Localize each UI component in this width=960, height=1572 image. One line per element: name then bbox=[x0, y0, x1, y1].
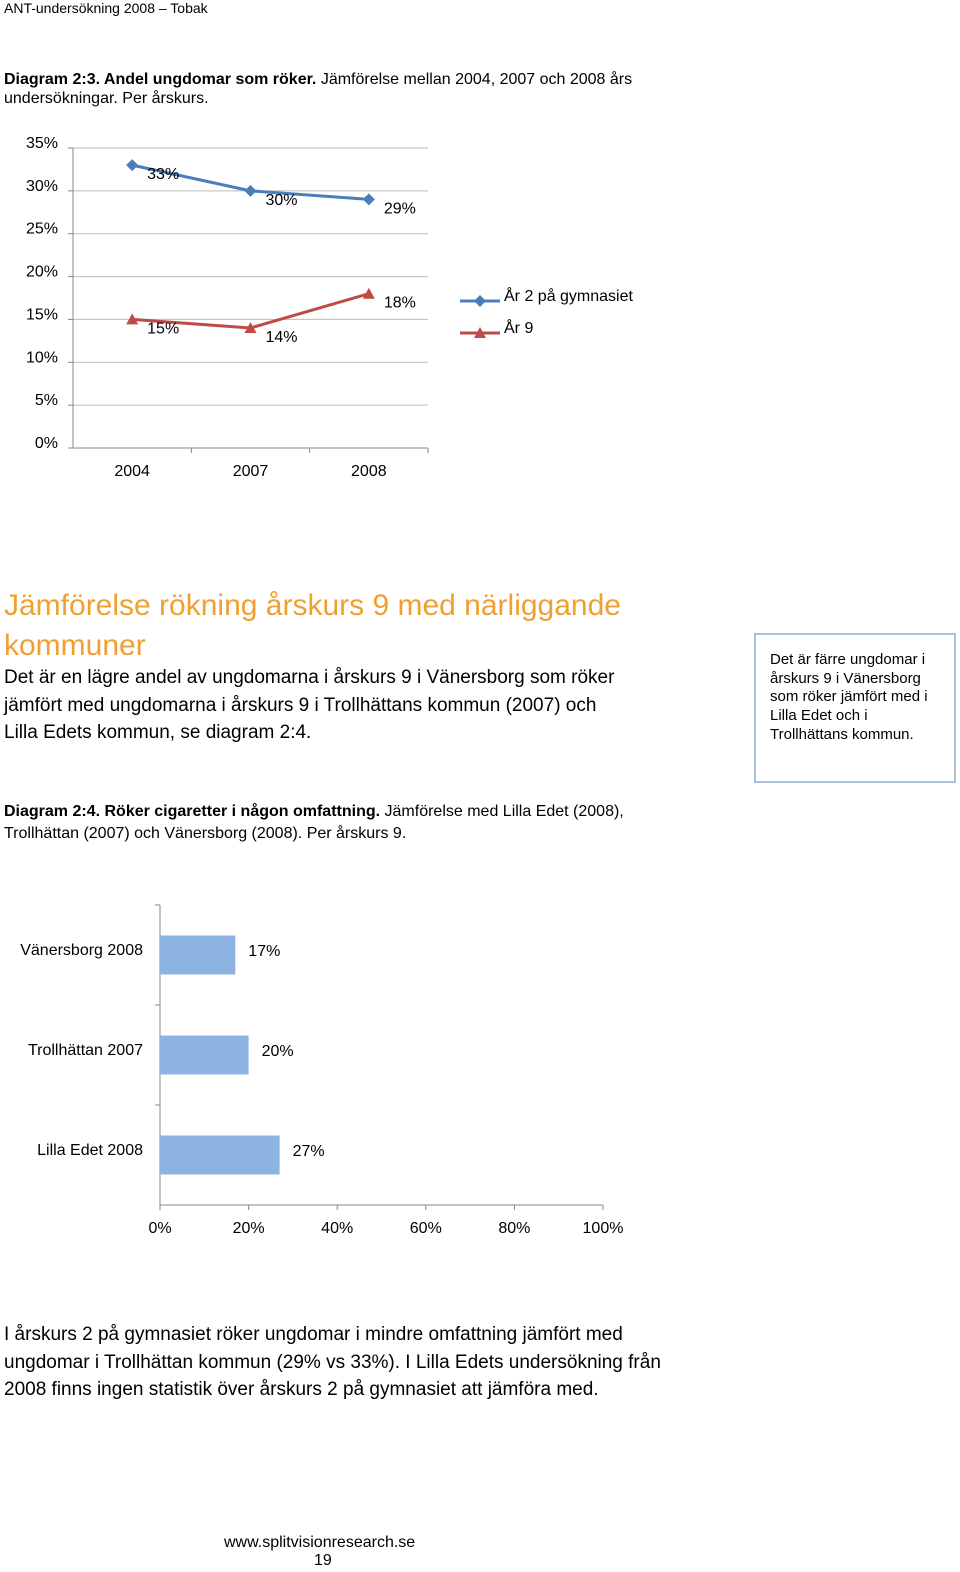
data-label: 20% bbox=[262, 1043, 294, 1060]
y-tick-label: 15% bbox=[26, 306, 58, 323]
caption-text: Jämförelse med Lilla Edet (2008), Trollh… bbox=[4, 803, 624, 842]
data-label: 30% bbox=[265, 192, 297, 209]
x-tick-label: 2004 bbox=[114, 463, 150, 480]
x-tick-label: 60% bbox=[410, 1220, 442, 1237]
point bbox=[362, 287, 375, 299]
header: ANT-undersökning 2008 – Tobak bbox=[4, 0, 208, 16]
x-tick-label: 40% bbox=[321, 1220, 353, 1237]
legend-label: År 2 på gymnasiet bbox=[504, 286, 634, 305]
data-label: 17% bbox=[248, 943, 280, 960]
x-tick-label: 80% bbox=[498, 1220, 530, 1237]
y-tick-label: Vänersborg 2008 bbox=[20, 942, 143, 959]
y-tick-label: Lilla Edet 2008 bbox=[37, 1142, 143, 1159]
point bbox=[244, 184, 257, 197]
legend-label: År 9 bbox=[504, 318, 533, 337]
y-tick-label: 25% bbox=[26, 221, 58, 238]
page-number: 19 bbox=[314, 1552, 332, 1569]
heading: Jämförelse rökning årskurs 9 med närligg… bbox=[4, 589, 621, 662]
bar bbox=[160, 1135, 280, 1175]
x-tick-label: 20% bbox=[233, 1220, 265, 1237]
caption: Diagram 2:3. Andel ungdomar som röker. J… bbox=[4, 70, 644, 108]
y-tick-label: 35% bbox=[26, 135, 58, 152]
bar bbox=[160, 935, 236, 975]
x-tick-label: 2007 bbox=[233, 463, 269, 480]
y-tick-label: 20% bbox=[26, 264, 58, 281]
point bbox=[362, 193, 375, 206]
y-tick-label: 30% bbox=[26, 178, 58, 195]
y-tick-label: 5% bbox=[35, 392, 58, 409]
point bbox=[126, 159, 139, 172]
x-tick-label: 0% bbox=[148, 1220, 171, 1237]
data-label: 33% bbox=[147, 166, 179, 183]
bar bbox=[160, 1035, 249, 1075]
x-tick-label: 100% bbox=[583, 1220, 624, 1237]
paragraph: Det är en lägre andel av ungdomarna i år… bbox=[4, 667, 615, 743]
y-tick-label: 0% bbox=[35, 435, 58, 452]
footer-url: www.splitvisionresearch.se bbox=[224, 1534, 416, 1551]
point bbox=[126, 313, 139, 325]
data-label: 15% bbox=[147, 320, 179, 337]
y-tick-label: 10% bbox=[26, 349, 58, 366]
legend-marker bbox=[474, 327, 486, 338]
data-label: 18% bbox=[384, 295, 416, 312]
sidebox: Det är färre ungdomar i årskurs 9 i Väne… bbox=[754, 633, 956, 783]
point bbox=[244, 322, 257, 333]
x-tick-label: 2008 bbox=[351, 463, 387, 480]
y-tick-label: Trollhättan 2007 bbox=[28, 1042, 143, 1059]
data-label: 29% bbox=[384, 200, 416, 217]
caption-text: Jämförelse mellan 2004, 2007 och 2008 år… bbox=[4, 71, 633, 107]
caption: Diagram 2:4. Röker cigaretter i någon om… bbox=[4, 801, 664, 845]
caption-bold: Diagram 2:4. Röker cigaretter i någon om… bbox=[4, 803, 381, 820]
data-label: 27% bbox=[293, 1143, 325, 1160]
paragraph: I årskurs 2 på gymnasiet röker ungdomar … bbox=[4, 1324, 661, 1400]
caption-bold: Diagram 2:3. Andel ungdomar som röker. bbox=[4, 71, 317, 88]
legend-marker bbox=[474, 295, 486, 307]
data-label: 14% bbox=[265, 329, 297, 346]
